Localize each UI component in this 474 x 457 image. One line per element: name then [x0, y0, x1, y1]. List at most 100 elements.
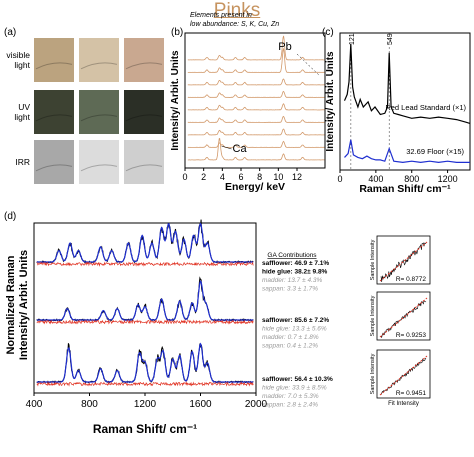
photo-row-label: IRR — [15, 157, 30, 167]
photo-row-label: light — [14, 112, 30, 122]
correlation-fit-line — [379, 297, 428, 338]
correlation-x-label: Fit Intensity — [388, 401, 419, 407]
panel-a-label: (a) — [4, 27, 16, 38]
panel-c-raman-chart: (c) 121 549 Red Lead Standard (×1) 32.69 Flo… — [322, 27, 471, 195]
xrf-spectrum-line — [187, 128, 325, 136]
x-tick-label: 0 — [182, 172, 187, 182]
sample-photo — [79, 140, 119, 184]
photo-texture — [35, 164, 73, 172]
residual-line — [36, 261, 254, 267]
x-axis-label: Raman Shift/ cm⁻¹ — [93, 422, 197, 436]
x-tick-label: 12 — [292, 172, 302, 182]
xrf-spectrum-line — [187, 115, 325, 123]
x-axis-label: Energy/ keV — [225, 181, 285, 193]
sample-photo — [79, 38, 119, 82]
sample-photo — [124, 90, 164, 134]
x-tick-label: 10 — [273, 172, 283, 182]
contribution-safflower: safflower: 56.4 ± 10.3% — [262, 376, 333, 383]
xrf-spectrum-line — [187, 78, 325, 86]
peak-label: 121 — [349, 33, 356, 45]
xrf-annotation: Elements present in — [190, 12, 252, 19]
y-axis-label: Normalized Raman — [5, 255, 17, 354]
correlation-y-label: Sample Intensity — [370, 239, 376, 280]
sample-photo — [34, 140, 74, 184]
xrf-annotation: low abundance: S, K, Cu, Zn — [190, 21, 279, 28]
xrf-spectrum-line — [187, 90, 325, 98]
contribution-safflower: safflower: 85.6 ± 7.2% — [262, 317, 329, 324]
fit-spectrum-line — [36, 222, 254, 263]
x-tick-label: 1200 — [134, 399, 157, 410]
raman-series-line — [343, 43, 471, 124]
series-label-floor: 32.69 Floor (×15) — [406, 147, 464, 156]
sample-photo — [79, 90, 119, 134]
photo-texture — [35, 62, 73, 70]
photo-texture — [80, 114, 118, 122]
contribution-madder: madder: 13.7 ± 4.3% — [262, 277, 323, 284]
contribution-hide-glue: hide glue: 38.2± 9.8% — [262, 269, 328, 276]
correlation-r-value: R= 0.8772 — [396, 276, 427, 283]
contribution-safflower: safflower: 46.9 ± 7.1% — [262, 260, 329, 267]
x-tick-label: 400 — [26, 399, 43, 410]
x-tick-label: 2000 — [245, 399, 268, 410]
xrf-spectrum-line — [187, 48, 325, 73]
x-tick-label: 8 — [257, 172, 262, 182]
correlation-y-label: Sample Intensity — [370, 353, 376, 394]
photo-texture — [125, 114, 163, 122]
correlation-y-label: Sample Intensity — [370, 295, 376, 336]
contribution-madder: madder: 7.0 ± 5.3% — [262, 393, 319, 400]
correlation-frame — [376, 291, 431, 341]
x-tick-label: 400 — [368, 174, 383, 184]
panel-b-xrf-chart: (b) Elements present in low abundance: S, … — [170, 12, 326, 193]
correlation-fit-line — [379, 241, 428, 282]
sample-photo — [124, 38, 164, 82]
plot-frame — [339, 32, 471, 171]
x-tick-label: 6 — [238, 172, 243, 182]
xrf-spectrum-line — [187, 103, 325, 111]
contribution-sappan: sappan: 0.4 ± 1.2% — [262, 343, 318, 350]
photo-texture — [80, 164, 118, 172]
correlation-frame — [376, 235, 431, 285]
x-tick-label: 0 — [337, 174, 342, 184]
x-tick-label: 1600 — [189, 399, 212, 410]
x-tick-label: 800 — [81, 399, 98, 410]
plot-frame — [184, 32, 326, 169]
sample-photo — [34, 90, 74, 134]
photo-texture — [80, 62, 118, 70]
peak-label-pb: Pb — [278, 41, 291, 53]
xrf-spectrum-line — [187, 140, 325, 148]
panel-d-correlation-plots: R= 0.8772 Sample Intensity R= 0.9253 Sample… — [370, 235, 431, 407]
peak-label: 549 — [387, 33, 394, 45]
photo-texture — [35, 114, 73, 122]
panel-c-label: (c) — [322, 27, 334, 38]
photo-row-label: light — [14, 60, 30, 70]
ca-leader-line — [221, 145, 232, 150]
correlation-frame — [376, 349, 431, 399]
y-axis-label: Intensity/ Arbit. Units — [325, 51, 336, 152]
contribution-sappan: sappan: 3.3 ± 1.7% — [262, 286, 318, 293]
photo-texture — [125, 62, 163, 70]
x-tick-label: 2 — [201, 172, 206, 182]
sample-photo — [124, 140, 164, 184]
measured-spectrum-line — [36, 276, 254, 323]
contribution-hide-glue: hide glue: 33.9 ± 8.5% — [262, 385, 327, 392]
sample-photo — [34, 38, 74, 82]
series-label-red-lead: Red Lead Standard (×1) — [385, 103, 466, 112]
panel-b-label: (b) — [171, 27, 183, 38]
x-tick-label: 800 — [404, 174, 419, 184]
measured-spectrum-line — [36, 219, 254, 264]
contrib-title: GA Contributions — [267, 252, 317, 259]
fit-spectrum-line — [36, 342, 254, 383]
figure-title: Pinks — [213, 0, 261, 21]
panel-d-label: (d) — [4, 211, 16, 222]
y-axis-label: Intensity/ Arbit. Units — [170, 50, 181, 151]
raman-series-line — [344, 139, 470, 164]
x-axis-label: Raman Shift/ cm⁻¹ — [359, 183, 451, 195]
correlation-r-value: R= 0.9451 — [396, 390, 427, 397]
y-axis-label: Intensity/ Arbit. Units — [18, 250, 30, 360]
pb-leader-line — [296, 53, 321, 77]
correlation-fit-line — [379, 355, 428, 396]
peak-label-ca: Ca — [233, 143, 248, 155]
